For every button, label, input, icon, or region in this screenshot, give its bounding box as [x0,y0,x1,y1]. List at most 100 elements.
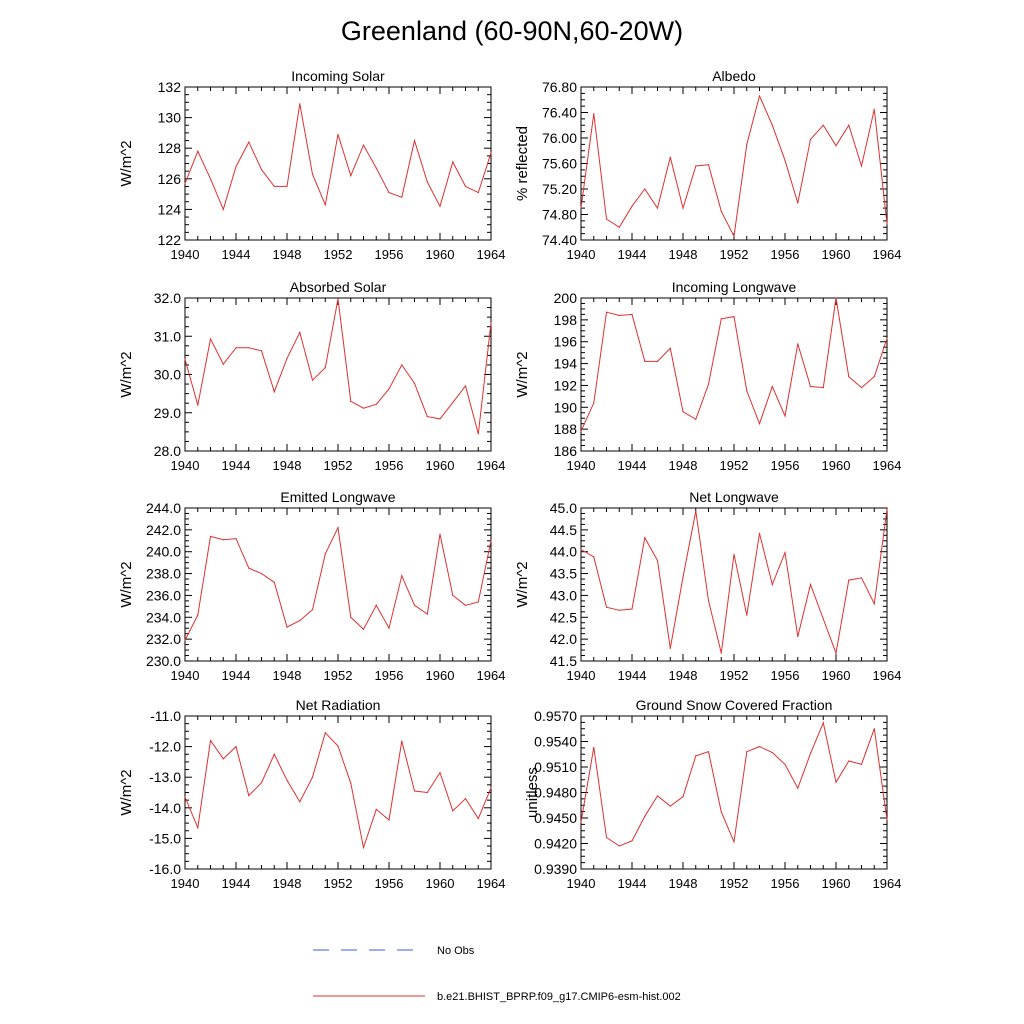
panel-ground-snow-covered-fraction: Ground Snow Covered Fraction 1940 1944 1948… [524,697,901,891]
ground-snow-covered-fraction-x-tick-label: 1948 [669,876,698,891]
net-longwave-y-axis-label: W/m^2 [514,561,531,607]
net-longwave-y-tick-label: 45.0 [550,500,577,516]
albedo-x-tick-label: 1944 [618,247,647,262]
ground-snow-covered-fraction-x-tick-label: 1964 [873,876,902,891]
emitted-longwave-data-point [235,538,237,540]
net-radiation-data-point [439,772,441,774]
figure-title: Greenland (60-90N,60-20W) [341,16,683,46]
incoming-solar-x-tick-label: 1964 [477,247,506,262]
emitted-longwave-data-point [184,639,186,641]
emitted-longwave-data-point [477,601,479,603]
net-radiation-data-point [273,753,275,755]
net-radiation-data-point [324,732,326,734]
net-longwave-title: Net Longwave [689,489,779,505]
net-longwave-data-point [822,618,824,620]
albedo-plot-frame [580,86,888,241]
absorbed-solar-data-point [299,331,301,334]
ground-snow-covered-fraction-data-point [631,840,633,842]
incoming-solar-data-point [452,161,454,163]
incoming-longwave-y-tick-label: 192 [554,377,578,393]
incoming-longwave-data-point [835,297,837,299]
absorbed-solar-data-point [477,433,479,435]
panel-incoming-longwave: Incoming Longwave 1940 1944 1948 1952 1956 196… [514,279,901,473]
incoming-longwave-y-tick-label: 198 [554,312,578,328]
net-radiation-data-point [375,808,377,810]
net-radiation-x-tick-label: 1964 [477,876,506,891]
albedo-data-point [873,108,875,110]
albedo-y-tick-label: 75.20 [542,181,577,197]
net-radiation-data-point [413,790,416,792]
net-radiation-data-point [350,782,352,784]
incoming-longwave-x-tick-label: 1960 [822,458,851,473]
incoming-solar-data-point [375,167,377,169]
incoming-longwave-data-point [809,385,812,388]
net-longwave-data-point [733,553,735,555]
ground-snow-covered-fraction-data-point [593,746,595,749]
absorbed-solar-data-point [464,385,467,387]
albedo-data-point [758,95,761,97]
panel-absorbed-solar: Absorbed Solar 1940 1944 1948 1952 1956 1960 19… [118,279,505,473]
emitted-longwave-x-tick-label: 1952 [324,668,353,683]
incoming-longwave-series-line [580,297,888,432]
net-longwave-data-point [605,606,608,608]
emitted-longwave-data-point [413,604,416,606]
absorbed-solar-data-point [439,418,441,420]
absorbed-solar-title: Absorbed Solar [290,279,387,295]
net-longwave-data-point [720,652,722,654]
net-longwave-x-tick-label: 1964 [873,668,902,683]
incoming-solar-data-point [248,141,250,143]
incoming-solar-x-tick-label: 1952 [324,247,353,262]
net-longwave-data-point [809,583,812,586]
incoming-solar-data-point [184,182,186,184]
emitted-longwave-y-tick-label: 230.0 [146,653,181,669]
incoming-longwave-data-point [746,390,748,392]
incoming-longwave-data-point [720,318,722,320]
absorbed-solar-x-tick-label: 1940 [171,458,200,473]
incoming-solar-data-point [209,178,212,180]
albedo-y-tick-label: 74.80 [542,207,577,223]
net-longwave-data-point [784,551,786,554]
incoming-longwave-x-tick-label: 1952 [720,458,749,473]
net-radiation-data-point [388,819,390,821]
emitted-longwave-data-point [439,533,441,535]
absorbed-solar-x-tick-label: 1960 [426,458,455,473]
incoming-solar-data-point [197,150,199,152]
albedo-data-point [618,226,620,228]
albedo-x-tick-label: 1964 [873,247,902,262]
net-longwave-x-tick-label: 1944 [618,668,647,683]
net-longwave-x-tick-label: 1940 [567,668,596,683]
albedo-title: Albedo [712,68,756,84]
incoming-solar-data-point [401,196,403,198]
albedo-data-point [822,124,824,126]
net-radiation-x-tick-label: 1952 [324,876,353,891]
net-radiation-x-tick-label: 1940 [171,876,200,891]
net-longwave-y-tick-label: 44.5 [550,522,577,538]
net-radiation-y-tick-label: -11.0 [150,708,181,724]
net-longwave-y-tick-label: 41.5 [550,653,577,669]
incoming-solar-x-tick-label: 1940 [171,247,200,262]
albedo-x-tick-label: 1948 [669,247,698,262]
legend-label-model-run: b.e21.BHIST_BPRP.f09_g17.CMIP6-esm-hist.… [437,991,681,1003]
absorbed-solar-y-tick-label: 28.0 [154,443,181,459]
net-radiation-data-point [452,810,454,812]
incoming-solar-title: Incoming Solar [291,68,385,84]
absorbed-solar-data-point [248,347,250,349]
ground-snow-covered-fraction-title: Ground Snow Covered Fraction [636,697,833,713]
ground-snow-covered-fraction-data-point [860,763,863,766]
net-longwave-data-point [771,583,773,586]
net-radiation-data-point [286,779,288,781]
ground-snow-covered-fraction-data-point [848,760,850,762]
emitted-longwave-data-point [311,609,314,611]
net-longwave-x-tick-label: 1948 [669,668,698,683]
incoming-longwave-data-point [771,385,773,388]
absorbed-solar-data-point [222,363,224,365]
emitted-longwave-x-tick-label: 1940 [171,668,200,683]
absorbed-solar-y-axis-label: W/m^2 [118,351,135,397]
ground-snow-covered-fraction-data-point [720,811,722,813]
emitted-longwave-data-point [452,594,454,597]
incoming-longwave-x-tick-label: 1940 [567,458,596,473]
albedo-data-point [669,156,671,158]
ground-snow-covered-fraction-data-point [580,821,582,823]
incoming-longwave-data-point [860,387,863,389]
incoming-longwave-data-point [656,360,659,362]
